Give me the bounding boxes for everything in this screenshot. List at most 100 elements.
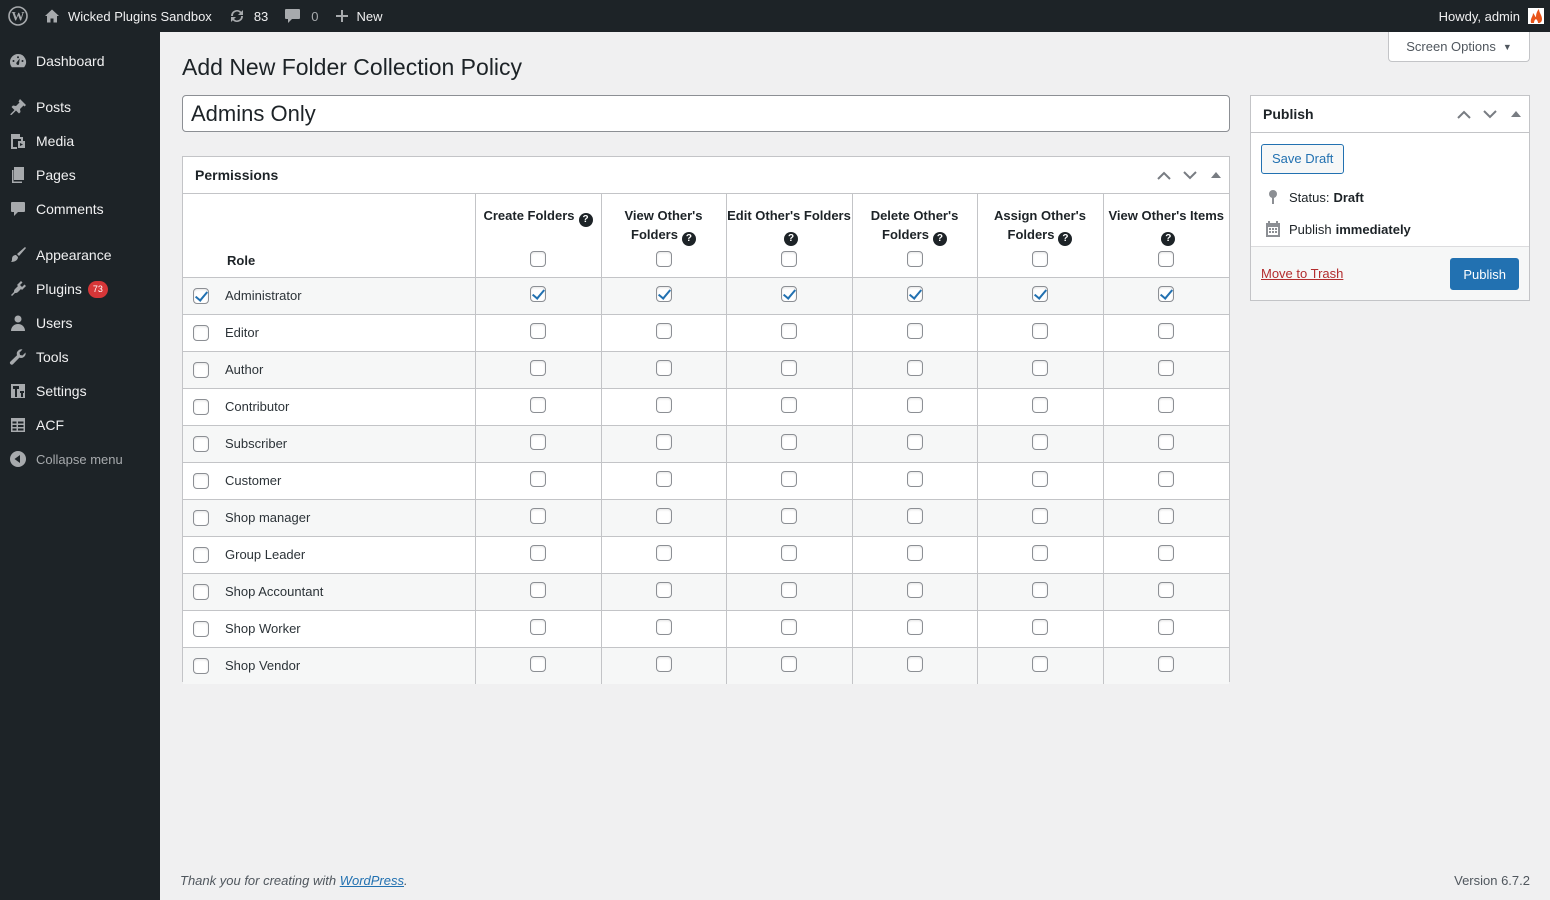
permission-checkbox[interactable] bbox=[655, 656, 672, 673]
permission-checkbox[interactable] bbox=[655, 397, 672, 413]
permission-checkbox[interactable] bbox=[1158, 471, 1175, 487]
permission-checkbox[interactable] bbox=[1158, 434, 1175, 450]
sidebar-item-appearance[interactable]: Appearance bbox=[0, 238, 160, 272]
permission-checkbox[interactable] bbox=[655, 545, 672, 561]
permission-checkbox[interactable] bbox=[1032, 582, 1048, 598]
help-icon[interactable]: ? bbox=[1058, 232, 1073, 246]
help-icon[interactable]: ? bbox=[681, 232, 696, 246]
role-select-checkbox[interactable] bbox=[193, 620, 209, 637]
new-content-link[interactable]: New bbox=[327, 0, 391, 32]
toggle-panel-button[interactable] bbox=[1203, 157, 1229, 193]
sidebar-item-acf[interactable]: ACF bbox=[0, 408, 160, 442]
permission-checkbox[interactable] bbox=[906, 545, 923, 561]
permission-checkbox[interactable] bbox=[1032, 471, 1048, 487]
permission-checkbox[interactable] bbox=[781, 656, 797, 673]
permission-checkbox[interactable] bbox=[1032, 545, 1048, 561]
move-down-button[interactable] bbox=[1477, 96, 1503, 132]
permission-checkbox[interactable] bbox=[781, 323, 797, 339]
role-select-checkbox[interactable] bbox=[193, 472, 209, 489]
permission-checkbox[interactable] bbox=[530, 397, 546, 413]
permission-checkbox[interactable] bbox=[781, 619, 797, 635]
permission-checkbox[interactable] bbox=[781, 434, 797, 450]
permission-checkbox[interactable] bbox=[530, 360, 546, 376]
collapse-menu-button[interactable]: Collapse menu bbox=[0, 442, 160, 476]
permission-checkbox[interactable] bbox=[781, 508, 797, 524]
move-up-button[interactable] bbox=[1151, 157, 1177, 193]
my-account-link[interactable]: Howdy, admin bbox=[1431, 0, 1550, 32]
site-name-link[interactable]: Wicked Plugins Sandbox bbox=[36, 0, 220, 32]
move-up-button[interactable] bbox=[1451, 96, 1477, 132]
role-select-checkbox[interactable] bbox=[193, 398, 209, 415]
sidebar-item-media[interactable]: Media bbox=[0, 124, 160, 158]
permission-checkbox[interactable] bbox=[906, 619, 923, 635]
role-select-checkbox[interactable] bbox=[193, 583, 209, 600]
permission-checkbox[interactable] bbox=[906, 656, 923, 673]
permission-checkbox[interactable] bbox=[906, 323, 923, 339]
permission-checkbox[interactable] bbox=[655, 508, 672, 524]
permission-checkbox[interactable] bbox=[906, 360, 923, 376]
role-select-checkbox[interactable] bbox=[193, 324, 209, 341]
permission-checkbox[interactable] bbox=[1158, 619, 1175, 635]
permission-checkbox[interactable] bbox=[1158, 508, 1175, 524]
permission-checkbox[interactable] bbox=[1032, 619, 1048, 635]
select-all-checkbox[interactable] bbox=[1032, 251, 1048, 267]
sidebar-item-settings[interactable]: Settings bbox=[0, 374, 160, 408]
sidebar-item-pages[interactable]: Pages bbox=[0, 158, 160, 192]
permission-checkbox[interactable] bbox=[1032, 323, 1048, 339]
permission-checkbox[interactable] bbox=[530, 508, 546, 524]
permission-checkbox[interactable] bbox=[1158, 397, 1175, 413]
role-select-checkbox[interactable] bbox=[193, 509, 209, 526]
comments-link[interactable]: 0 bbox=[276, 0, 326, 32]
permission-checkbox[interactable] bbox=[1158, 656, 1175, 673]
select-all-checkbox[interactable] bbox=[530, 251, 546, 267]
permission-checkbox[interactable] bbox=[530, 434, 546, 450]
sidebar-item-comments[interactable]: Comments bbox=[0, 192, 160, 226]
permission-checkbox[interactable] bbox=[906, 471, 923, 487]
permission-checkbox[interactable] bbox=[1158, 360, 1175, 376]
permission-checkbox[interactable] bbox=[530, 656, 546, 673]
role-select-checkbox[interactable] bbox=[193, 361, 209, 378]
move-to-trash-link[interactable]: Move to Trash bbox=[1261, 266, 1344, 281]
permission-checkbox[interactable] bbox=[530, 323, 546, 339]
help-icon[interactable]: ? bbox=[578, 213, 593, 227]
select-all-checkbox[interactable] bbox=[1158, 251, 1175, 267]
permission-checkbox[interactable] bbox=[1032, 434, 1048, 450]
role-select-checkbox[interactable] bbox=[193, 287, 209, 304]
permission-checkbox[interactable] bbox=[530, 582, 546, 598]
permission-checkbox[interactable] bbox=[530, 471, 546, 487]
help-icon[interactable]: ? bbox=[932, 232, 947, 246]
role-select-checkbox[interactable] bbox=[193, 658, 209, 675]
wordpress-link[interactable]: WordPress bbox=[339, 873, 404, 888]
permission-checkbox[interactable] bbox=[906, 286, 923, 302]
help-icon[interactable]: ? bbox=[784, 232, 798, 246]
permission-checkbox[interactable] bbox=[781, 471, 797, 487]
permission-checkbox[interactable] bbox=[906, 582, 923, 598]
screen-options-button[interactable]: Screen Options ▼ bbox=[1388, 32, 1530, 62]
role-select-checkbox[interactable] bbox=[193, 435, 209, 452]
sidebar-item-tools[interactable]: Tools bbox=[0, 340, 160, 374]
sidebar-item-posts[interactable]: Posts bbox=[0, 90, 160, 124]
permission-checkbox[interactable] bbox=[1158, 545, 1175, 561]
select-all-checkbox[interactable] bbox=[655, 251, 672, 267]
permission-checkbox[interactable] bbox=[906, 508, 923, 524]
wordpress-logo-icon[interactable]: W bbox=[0, 0, 36, 32]
permission-checkbox[interactable] bbox=[1032, 656, 1048, 673]
permission-checkbox[interactable] bbox=[1158, 323, 1175, 339]
permission-checkbox[interactable] bbox=[1032, 286, 1048, 302]
permission-checkbox[interactable] bbox=[655, 619, 672, 635]
permission-checkbox[interactable] bbox=[655, 360, 672, 376]
permission-checkbox[interactable] bbox=[781, 286, 797, 302]
permission-checkbox[interactable] bbox=[530, 286, 546, 302]
role-select-checkbox[interactable] bbox=[193, 546, 209, 563]
sidebar-item-users[interactable]: Users bbox=[0, 306, 160, 340]
move-down-button[interactable] bbox=[1177, 157, 1203, 193]
toggle-panel-button[interactable] bbox=[1503, 96, 1529, 132]
permission-checkbox[interactable] bbox=[1032, 360, 1048, 376]
permission-checkbox[interactable] bbox=[781, 360, 797, 376]
sidebar-item-plugins[interactable]: Plugins 73 bbox=[0, 272, 160, 306]
permission-checkbox[interactable] bbox=[781, 545, 797, 561]
save-draft-button[interactable]: Save Draft bbox=[1261, 144, 1345, 174]
permission-checkbox[interactable] bbox=[655, 434, 672, 450]
permission-checkbox[interactable] bbox=[781, 582, 797, 598]
permission-checkbox[interactable] bbox=[655, 582, 672, 598]
